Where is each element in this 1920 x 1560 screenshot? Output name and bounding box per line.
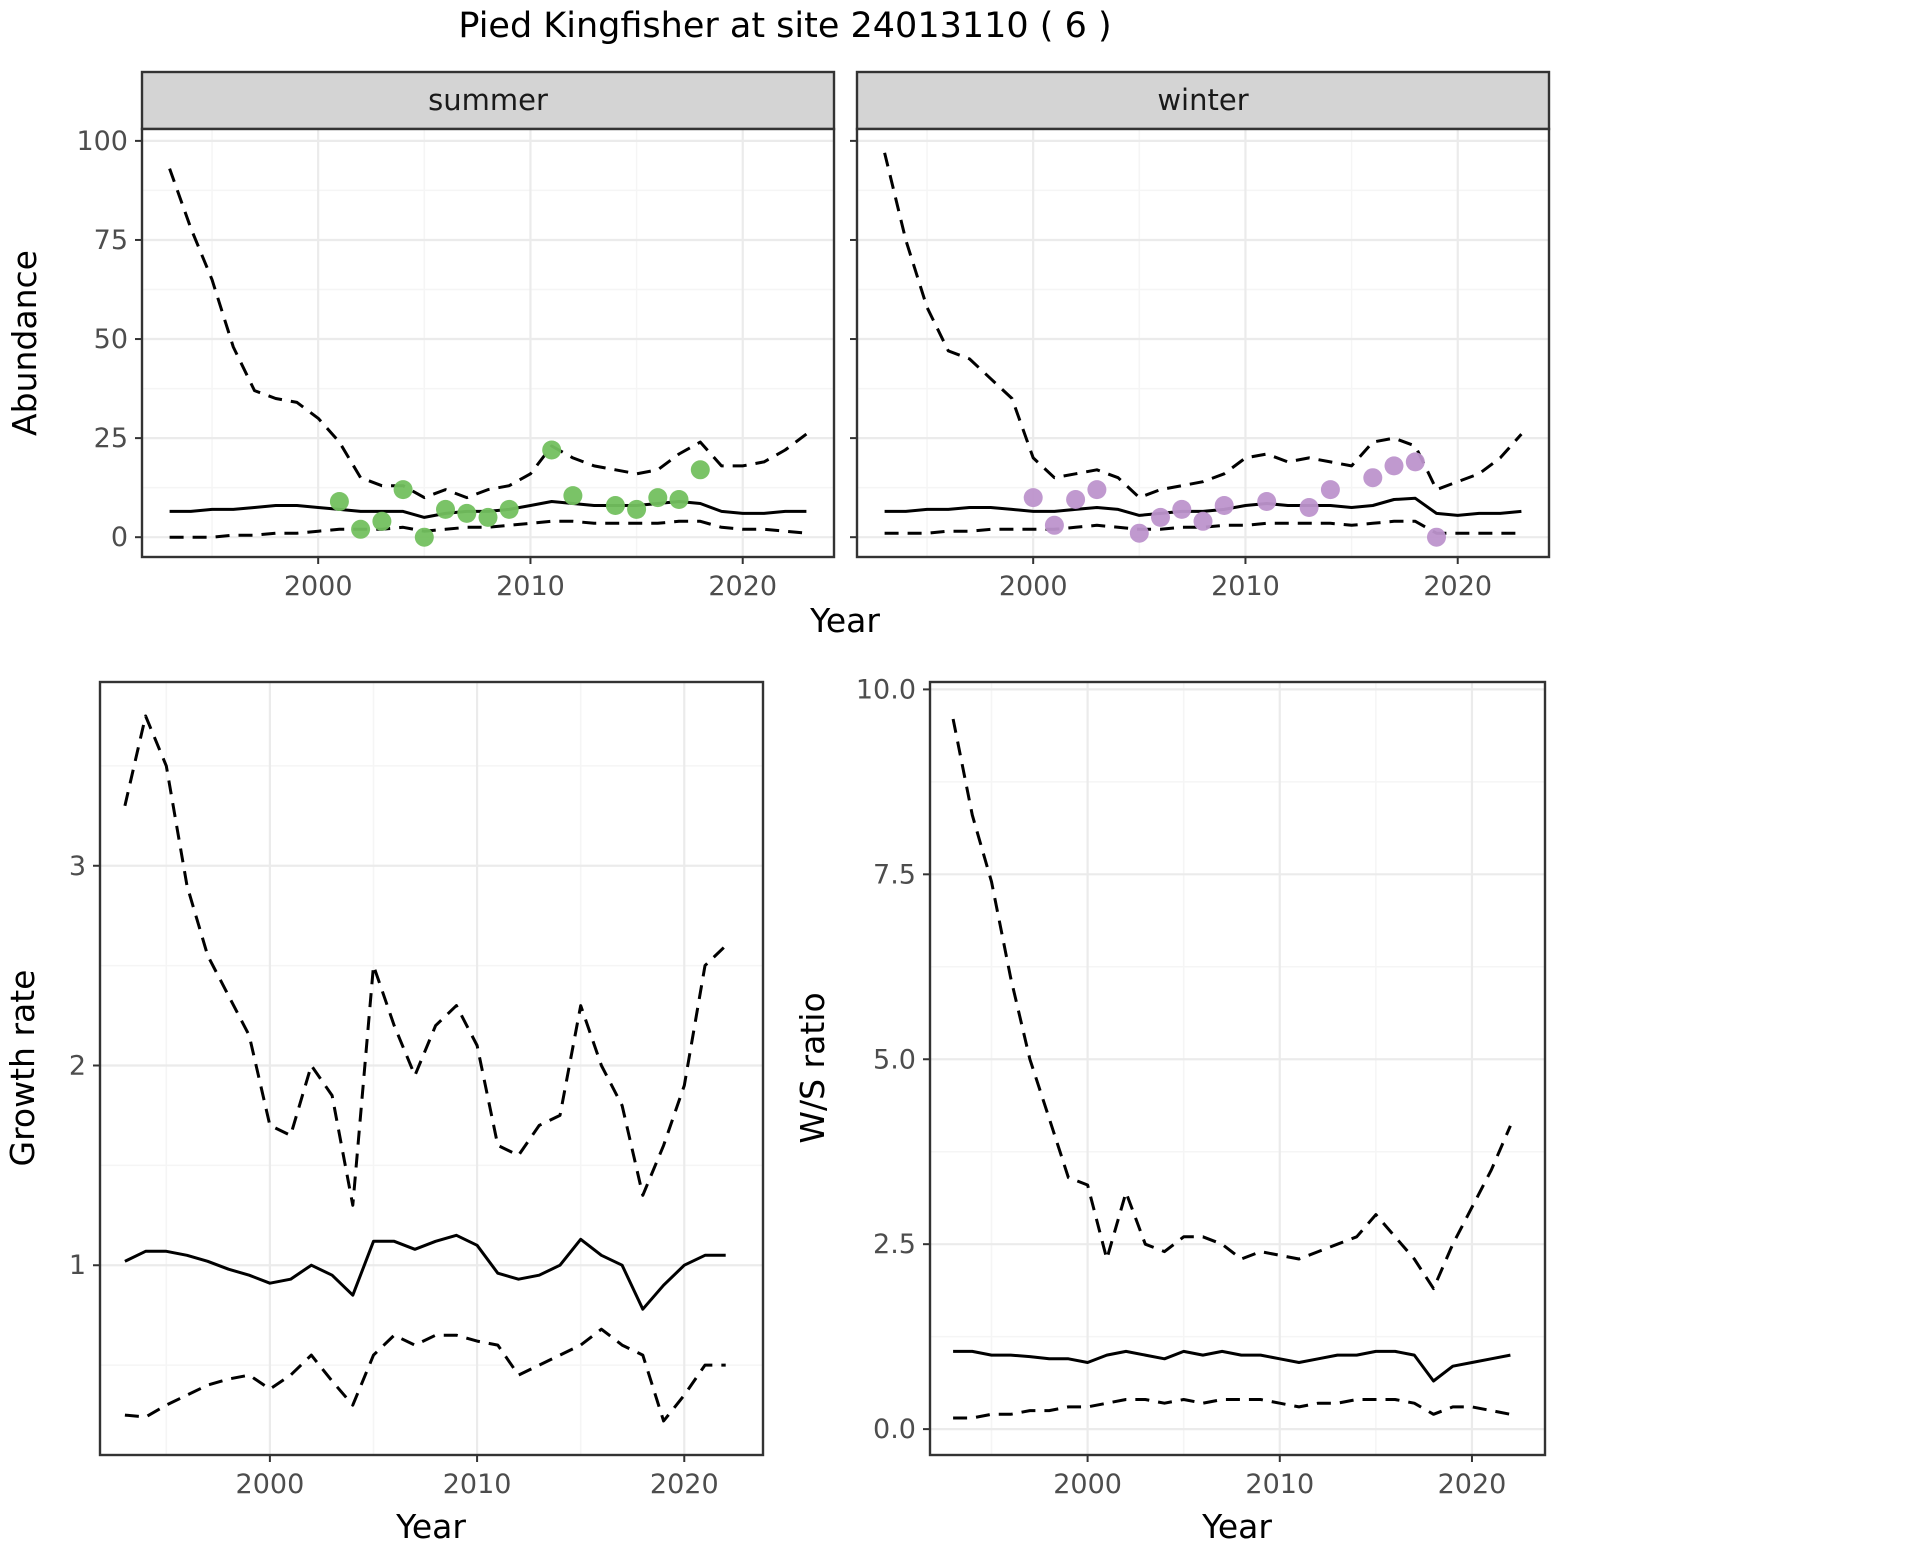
y-tick-label: 7.5 bbox=[873, 859, 916, 890]
abundance-summer-data-point bbox=[499, 499, 519, 519]
x-tick-label: 2000 bbox=[1053, 1469, 1122, 1500]
x-tick-label: 2000 bbox=[999, 571, 1068, 602]
facet-strip-summer bbox=[140, 70, 836, 131]
abundance-summer-data-point bbox=[457, 503, 477, 523]
growth-y-axis-title: Growth rate bbox=[3, 970, 42, 1167]
abundance-winter-panel: 2000 2010 2020 bbox=[850, 127, 1551, 602]
y-tick-label: 0.0 bbox=[873, 1414, 916, 1445]
x-tick-label: 2010 bbox=[1245, 1469, 1314, 1500]
abundance-winter-data-point bbox=[1299, 498, 1319, 517]
ws-ratio-median-line bbox=[953, 1349, 1511, 1383]
abundance-winter-data-point bbox=[1427, 527, 1446, 547]
abundance-winter-panel-border bbox=[855, 127, 1551, 559]
abundance-summer-upper-ci-line bbox=[168, 168, 808, 500]
y-tick-label: 1 bbox=[69, 1250, 86, 1281]
abundance-winter-panel-background bbox=[857, 129, 1549, 557]
abundance-summer-data-point bbox=[414, 527, 434, 547]
abundance-summer-data-point bbox=[669, 490, 689, 509]
y-tick-label: 2.5 bbox=[873, 1229, 916, 1260]
abundance-summer-data-point bbox=[648, 488, 668, 508]
abundance-y-axis-title: Abundance bbox=[5, 250, 44, 436]
abundance-summer-data-point bbox=[372, 511, 392, 531]
abundance-winter-data-point bbox=[1087, 480, 1107, 500]
growth-rate-chart: Growth rate Year 2000 2010 2020 1 2 3 bbox=[3, 680, 765, 1546]
facet-strip-summer-label: summer bbox=[428, 83, 548, 117]
abundance-summer-panel: 2000 2010 2020 0 25 50 75 100 bbox=[76, 126, 836, 602]
x-tick-label: 2020 bbox=[708, 571, 777, 602]
facet-strip-winter bbox=[855, 70, 1551, 131]
abundance-winter-data-point bbox=[1320, 480, 1340, 500]
ws-ratio-panel-border bbox=[928, 680, 1547, 1457]
abundance-winter-data-point bbox=[1405, 452, 1425, 472]
abundance-summer-data-point bbox=[605, 496, 625, 515]
abundance-chart: summer winter Abundance Year 2000 2010 202… bbox=[5, 70, 1551, 640]
facet-strip-winter-label: winter bbox=[1157, 83, 1248, 117]
abundance-winter-data-point bbox=[1044, 515, 1064, 535]
abundance-summer-data-point bbox=[436, 499, 455, 519]
ws-x-axis-title: Year bbox=[1201, 1507, 1272, 1546]
x-tick-label: 2010 bbox=[443, 1469, 512, 1500]
ws-ratio-chart: W/S ratio Year 2000 2010 2020 0.0 2.5 5.0 7.5 1… bbox=[793, 674, 1547, 1546]
abundance-summer-data-point bbox=[627, 499, 647, 519]
ws-ratio-panel-background bbox=[930, 682, 1545, 1455]
abundance-winter-lower-ci-line bbox=[884, 519, 1522, 535]
x-tick-label: 2020 bbox=[1438, 1469, 1507, 1500]
abundance-winter-data-point bbox=[1214, 496, 1234, 515]
abundance-winter-data-point bbox=[1129, 523, 1149, 543]
abundance-winter-data-point bbox=[1066, 490, 1086, 509]
x-tick-label: 2010 bbox=[496, 571, 565, 602]
abundance-winter-data-point bbox=[1151, 507, 1170, 527]
ws-y-axis-title: W/S ratio bbox=[793, 992, 832, 1143]
y-tick-label: 0 bbox=[111, 522, 128, 553]
abundance-summer-data-point bbox=[542, 440, 562, 460]
abundance-winter-data-point bbox=[1257, 492, 1277, 511]
abundance-winter-data-point bbox=[1023, 488, 1043, 508]
abundance-winter-data-point bbox=[1363, 468, 1383, 488]
abundance-winter-upper-ci-line bbox=[883, 152, 1523, 500]
abundance-winter-data-point bbox=[1193, 511, 1213, 531]
growth-rate-panel-border bbox=[98, 680, 765, 1457]
growth-rate-panel-background bbox=[100, 682, 763, 1455]
abundance-summer-data-point bbox=[393, 480, 413, 500]
y-tick-label: 2 bbox=[69, 1051, 86, 1082]
abundance-summer-panel-border bbox=[140, 127, 836, 559]
abundance-summer-data-point bbox=[329, 492, 349, 511]
abundance-winter-data-point bbox=[1172, 499, 1192, 519]
ws-ratio-upper-ci-line bbox=[951, 718, 1512, 1291]
abundance-summer-data-point bbox=[690, 460, 710, 480]
y-tick-label: 25 bbox=[94, 423, 128, 454]
y-tick-label: 3 bbox=[69, 851, 86, 882]
growth-rate-lower-ci-line bbox=[124, 1327, 726, 1423]
x-tick-label: 2010 bbox=[1211, 571, 1280, 602]
x-tick-label: 2000 bbox=[284, 571, 353, 602]
y-tick-label: 5.0 bbox=[873, 1044, 916, 1075]
y-tick-label: 100 bbox=[76, 126, 128, 157]
x-tick-label: 2020 bbox=[1423, 571, 1492, 602]
x-tick-label: 2000 bbox=[236, 1469, 305, 1500]
y-tick-label: 75 bbox=[94, 225, 128, 256]
abundance-x-axis-title: Year bbox=[809, 601, 880, 640]
abundance-summer-data-point bbox=[351, 519, 371, 539]
y-tick-label: 10.0 bbox=[856, 674, 916, 705]
ws-ratio-lower-ci-line bbox=[953, 1398, 1511, 1420]
growth-rate-median-line bbox=[124, 1233, 726, 1311]
abundance-summer-data-point bbox=[563, 486, 583, 506]
x-tick-label: 2020 bbox=[650, 1469, 719, 1500]
growth-rate-panel: 2000 2010 2020 1 2 3 bbox=[69, 680, 765, 1500]
figure-title: Pied Kingfisher at site 24013110 ( 6 ) bbox=[458, 6, 1112, 46]
abundance-summer-lower-ci-line bbox=[169, 519, 807, 539]
abundance-winter-data-point bbox=[1384, 456, 1404, 476]
growth-x-axis-title: Year bbox=[395, 1507, 466, 1546]
growth-rate-upper-ci-line bbox=[123, 714, 727, 1207]
abundance-summer-panel-background bbox=[142, 129, 834, 557]
ws-ratio-panel: 2000 2010 2020 0.0 2.5 5.0 7.5 10.0 bbox=[856, 674, 1547, 1500]
y-tick-label: 50 bbox=[94, 324, 128, 355]
abundance-summer-data-point bbox=[478, 507, 498, 527]
abundance-winter-median-line bbox=[884, 496, 1522, 517]
